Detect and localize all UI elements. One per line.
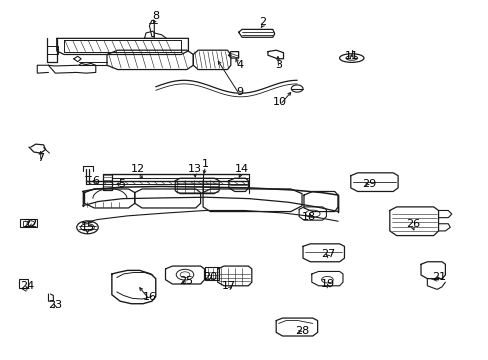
Text: 16: 16 xyxy=(142,292,156,302)
Text: 27: 27 xyxy=(321,248,335,258)
Text: 24: 24 xyxy=(20,281,35,291)
Bar xyxy=(20,220,37,227)
Text: 1: 1 xyxy=(202,159,208,169)
Text: 4: 4 xyxy=(236,60,243,70)
Text: 15: 15 xyxy=(81,222,94,232)
Text: 20: 20 xyxy=(203,272,217,282)
Text: 6: 6 xyxy=(92,176,99,186)
Text: 11: 11 xyxy=(344,51,358,61)
Text: 23: 23 xyxy=(48,300,62,310)
Text: 28: 28 xyxy=(294,325,308,336)
Text: 19: 19 xyxy=(321,279,335,289)
Text: 3: 3 xyxy=(275,60,282,70)
Bar xyxy=(204,267,219,280)
Text: 12: 12 xyxy=(131,164,145,174)
Text: 2: 2 xyxy=(259,17,266,27)
Text: 9: 9 xyxy=(236,87,243,97)
Text: 14: 14 xyxy=(234,164,248,174)
Text: 8: 8 xyxy=(152,11,159,21)
Text: 18: 18 xyxy=(301,212,315,221)
Text: 25: 25 xyxy=(179,276,193,286)
Text: 29: 29 xyxy=(361,179,375,189)
Text: 7: 7 xyxy=(37,153,44,163)
Text: 22: 22 xyxy=(23,219,37,229)
Text: 10: 10 xyxy=(272,97,286,107)
Bar xyxy=(19,279,28,288)
Text: 21: 21 xyxy=(431,272,446,282)
Text: 26: 26 xyxy=(405,219,419,229)
Text: 13: 13 xyxy=(187,164,202,174)
Bar xyxy=(22,221,27,226)
Text: 17: 17 xyxy=(222,281,236,291)
Text: 5: 5 xyxy=(118,179,125,189)
